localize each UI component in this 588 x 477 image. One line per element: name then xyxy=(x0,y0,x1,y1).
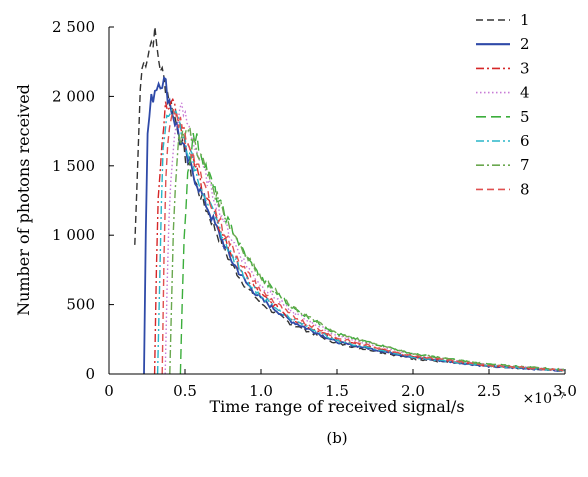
legend-label-4: 4 xyxy=(520,84,530,102)
y-tick-label: 1 000 xyxy=(52,226,95,244)
x-tick-label: 2.5 xyxy=(477,382,501,400)
x-tick-label: 0.5 xyxy=(173,382,197,400)
series-line-5 xyxy=(179,132,564,375)
axes-layer xyxy=(108,26,566,375)
legend-label-8: 8 xyxy=(520,180,530,198)
y-tick-label: 500 xyxy=(66,296,95,314)
series-line-6 xyxy=(156,106,565,375)
legend-label-5: 5 xyxy=(520,108,530,126)
y-tick-label: 1 500 xyxy=(52,157,95,175)
y-tick-label: 0 xyxy=(85,365,95,383)
x-tick-label: 1.5 xyxy=(325,382,349,400)
series-line-8 xyxy=(161,108,564,375)
legend-label-1: 1 xyxy=(520,11,530,29)
series-line-1 xyxy=(134,26,564,372)
x-tick-label: 0 xyxy=(104,382,114,400)
x-tick-label: 2.0 xyxy=(401,382,425,400)
x-tick-labels: 0 0.5 1.0 1.5 2.0 2.5 3.0 xyxy=(104,382,577,400)
x-axis-exponent: ×10⁻⁷ xyxy=(522,391,565,407)
legend: 1 2 3 4 5 6 7 8 xyxy=(476,11,530,198)
y-tick-label: 2 000 xyxy=(52,87,95,105)
y-tick-labels: 0 500 1 000 1 500 2 000 2 500 xyxy=(52,18,95,383)
series-line-4 xyxy=(164,102,566,375)
x-tick-label: 1.0 xyxy=(249,382,273,400)
y-axis-title: Number of photons received xyxy=(14,84,33,316)
legend-label-2: 2 xyxy=(520,35,530,53)
legend-label-6: 6 xyxy=(520,132,530,150)
series-line-2 xyxy=(143,76,564,375)
panel-label: (b) xyxy=(326,429,347,447)
legend-label-7: 7 xyxy=(520,156,530,174)
x-axis-title: Time range of received signal/s xyxy=(209,397,464,416)
legend-label-3: 3 xyxy=(520,59,530,77)
series-layer xyxy=(134,26,566,375)
y-tick-label: 2 500 xyxy=(52,18,95,36)
x-tick-label: 3.0 xyxy=(553,382,577,400)
